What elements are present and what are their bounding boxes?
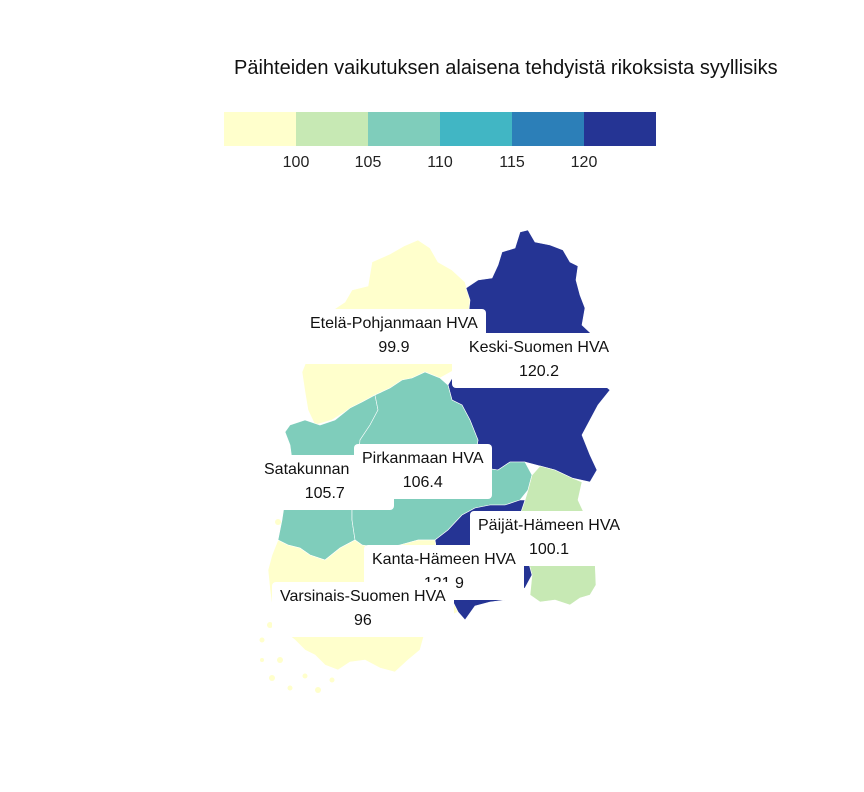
label-paijat-hame-name: Päijät-Hämeen HVA xyxy=(478,517,620,534)
legend-bin-5 xyxy=(512,112,584,146)
label-pirkanmaa-name: Pirkanmaan HVA xyxy=(362,450,484,467)
legend-color-bins xyxy=(224,112,656,146)
label-satakunta-value: 105.7 xyxy=(304,485,345,502)
legend-tick-110: 110 xyxy=(427,154,453,171)
legend-bin-2 xyxy=(296,112,368,146)
legend-bin-1 xyxy=(224,112,296,146)
map-title: Päihteiden vaikutuksen alaisena tehdyist… xyxy=(234,57,778,79)
label-paijat-hame-value: 100.1 xyxy=(528,541,570,558)
label-etela-pohjanmaa-name: Etelä-Pohjanmaan HVA xyxy=(310,315,478,332)
legend-bin-6 xyxy=(584,112,656,146)
label-etela-pohjanmaa-value: 99.9 xyxy=(378,339,410,356)
label-pirkanmaa-value: 106.4 xyxy=(402,474,443,491)
label-keski-suomi-name: Keski-Suomen HVA xyxy=(468,339,610,356)
label-keski-suomi-value: 120.2 xyxy=(518,363,560,380)
legend-tick-115: 115 xyxy=(499,154,525,171)
label-paijat-hame: Päijät-Hämeen HVA 100.1 xyxy=(470,511,628,566)
label-kanta-hame-name: Kanta-Hämeen HVA xyxy=(372,551,516,568)
label-varsinais-suomi: Varsinais-Suomen HVA 96 xyxy=(272,582,454,637)
legend-bin-4 xyxy=(440,112,512,146)
label-keski-suomi: Keski-Suomen HVA 120.2 xyxy=(452,333,626,388)
label-varsinais-suomi-value: 96 xyxy=(353,612,372,629)
color-legend: 100 105 110 115 120 xyxy=(224,112,656,182)
label-pirkanmaa: Pirkanmaan HVA 106.4 xyxy=(354,444,492,499)
label-varsinais-suomi-name: Varsinais-Suomen HVA xyxy=(280,588,446,605)
legend-tick-100: 100 xyxy=(282,154,310,171)
legend-tick-105: 105 xyxy=(354,154,382,171)
legend-bin-3 xyxy=(368,112,440,146)
legend-tick-120: 120 xyxy=(570,154,598,171)
archipelago-islands xyxy=(259,519,335,693)
